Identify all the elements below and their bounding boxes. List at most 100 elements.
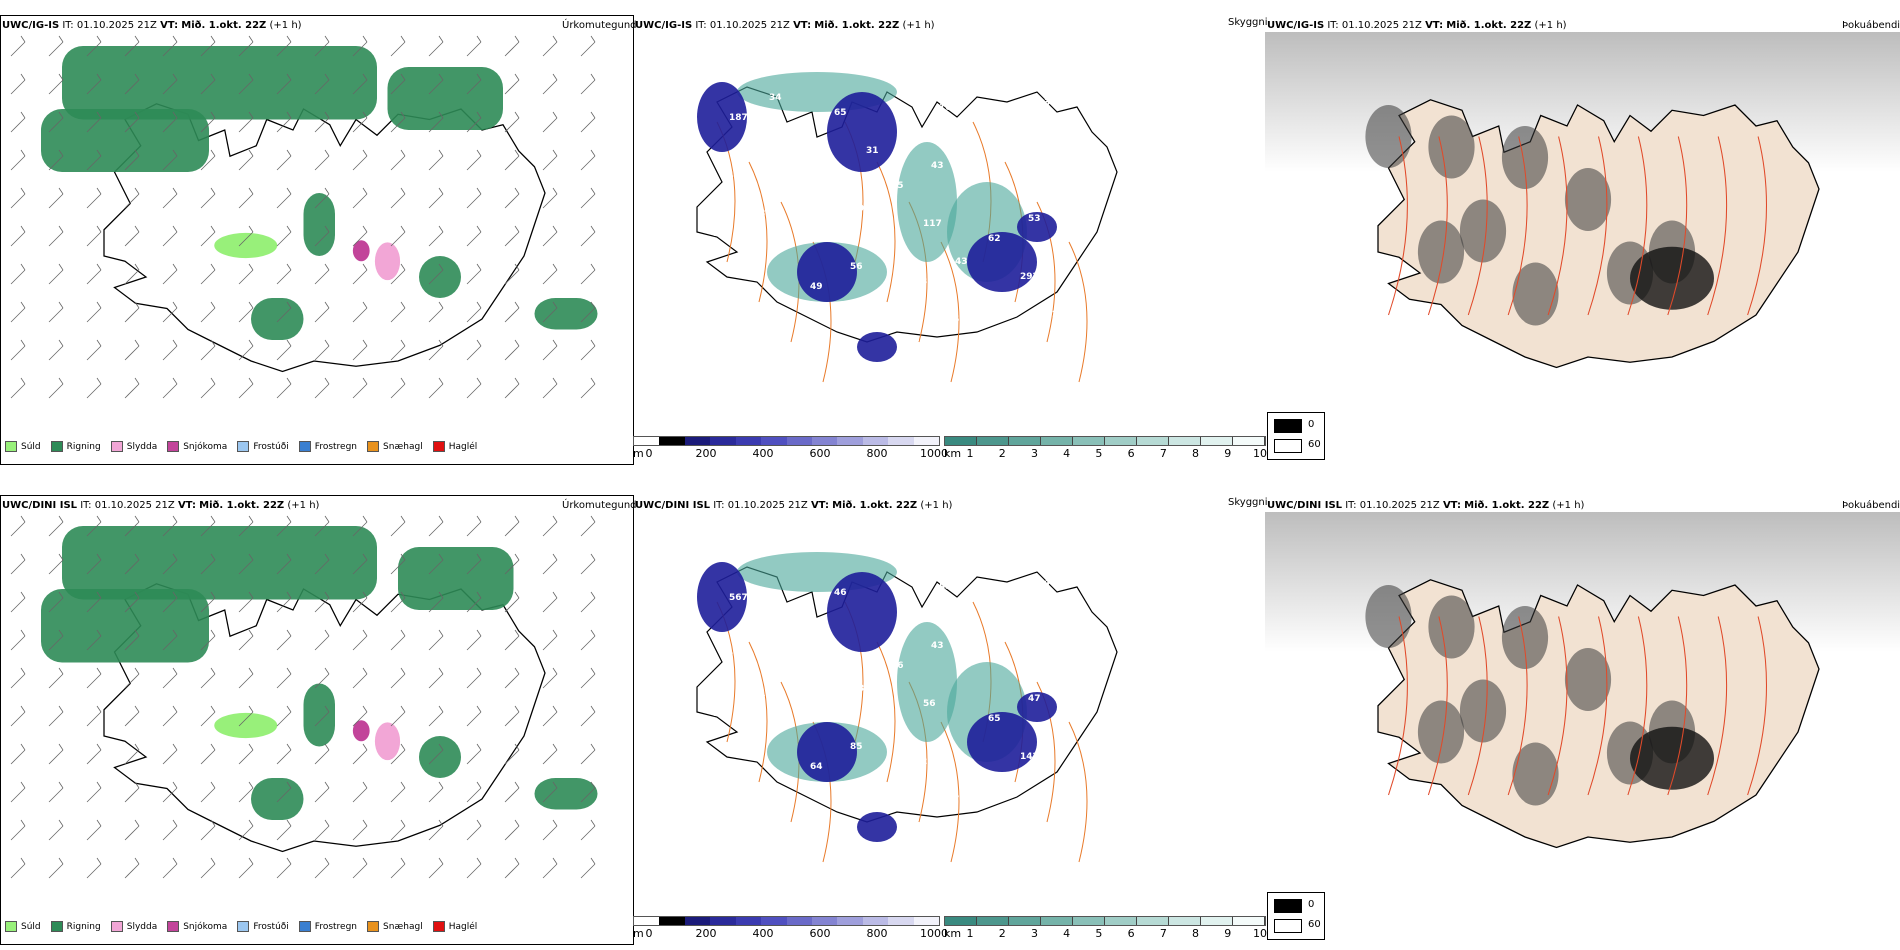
visibility-value-label: 61 (802, 340, 815, 350)
legend-swatch (50, 921, 63, 932)
visibility-value-label: 61 (761, 151, 774, 161)
cloud-tick: 4 (1063, 927, 1071, 940)
visibility-value-label: 142 (1020, 752, 1039, 762)
visibility-value-label: 85 (899, 123, 912, 133)
legend-item: Frostúði (237, 441, 289, 452)
height-tick: 600 (809, 927, 831, 940)
legend-item: Haglél (432, 921, 477, 932)
cloud-tick: 6 (1127, 927, 1135, 940)
visibility-value-label: 57 (745, 267, 758, 277)
visibility-value-label: 68 (794, 608, 807, 618)
visibility-value-label: 99 (996, 176, 1009, 186)
height-colorbar-row1: m 0 200 400 600 800 1000 (633, 436, 948, 460)
title-row2-mid: Skyggni (1228, 497, 1268, 508)
legend-item: Snæhagl (367, 921, 423, 932)
visibility-value-label: 94 (737, 805, 750, 815)
title-row1-left: Úrkomutegund (562, 20, 637, 31)
visibility-value-label: 46 (834, 588, 847, 598)
legend-swatch (110, 441, 123, 452)
legend-swatch (298, 921, 311, 932)
visibility-value-label: 43 (753, 209, 766, 219)
cloud-tick: 10 (1253, 927, 1267, 940)
visibility-value-label: 56 (802, 820, 815, 830)
cloud-tick: 9 (1224, 927, 1232, 940)
cloud-tick: 10 (1253, 447, 1267, 460)
visibility-value-label: 43 (955, 257, 968, 267)
visibility-value-label: 43 (931, 161, 944, 171)
header-row1-left: UWC/IG-IS IT: 01.10.2025 21Z VT: Mið. 1.… (2, 20, 302, 31)
visibility-value-label: 56 (923, 699, 936, 709)
legend-item: Súld (5, 921, 41, 932)
height-tick: 1000 (920, 927, 948, 940)
height-colorbar-row2: m 0 200 400 600 800 1000 (633, 916, 948, 940)
precip-type-map-row2: Súld Rigning Slydda Snjókoma Frostúði Frostre… (0, 495, 634, 945)
visibility-value-label: 38 (907, 335, 920, 345)
legend-item: Slydda (110, 921, 158, 932)
legend-label: Snjókoma (183, 441, 228, 452)
fog-map-row1 (1265, 32, 1900, 452)
visibility-map-graphic: 259 68 56 65 58 56 75 82 57 64 55 40 52 42 62 160 567 67 5… (696, 552, 1118, 863)
visibility-value-label: 57 (713, 709, 726, 719)
visibility-value-label: 37 (947, 795, 960, 805)
visibility-value-label: 223 (1012, 330, 1031, 340)
fog-map-graphic (1265, 512, 1900, 849)
legend-label: Slydda (126, 921, 158, 932)
legend-swatch (432, 921, 445, 932)
legend-item: Rigning (50, 441, 101, 452)
cloud-tick: 3 (1030, 927, 1038, 940)
cloud-unit: km (944, 927, 962, 940)
visibility-value-label: 65 (834, 108, 847, 118)
legend-swatch (367, 921, 380, 932)
visibility-value-label: 45 (947, 315, 960, 325)
legend-label: Frostregn (314, 921, 358, 932)
visibility-value-label: 31 (866, 146, 879, 156)
visibility-value-label: 56 (713, 229, 726, 239)
visibility-value-label: 57 (745, 747, 758, 757)
height-unit: m (633, 927, 644, 940)
height-tick: 1000 (920, 447, 948, 460)
legend-swatch (167, 441, 180, 452)
visibility-value-label: 34 (769, 93, 782, 103)
visibility-value-label: 117 (923, 219, 942, 229)
fog-legend-row2: 0 60 (1267, 892, 1325, 940)
height-unit: m (633, 447, 644, 460)
legend-item: Frostregn (298, 921, 358, 932)
legend-item: Snjókoma (167, 921, 227, 932)
visibility-map-row2: 259 68 56 65 58 56 75 82 57 64 55 40 52 42 62 160 567 67 5… (632, 512, 1232, 932)
visibility-value-label: 84 (842, 800, 855, 810)
header-row1-right: UWC/IG-IS IT: 01.10.2025 21Z VT: Mið. 1.… (1267, 20, 1567, 31)
precip-map-graphic (10, 515, 598, 879)
visibility-value-label: 44 (1004, 118, 1017, 128)
visibility-value-label: 363 (826, 166, 845, 176)
visibility-value-label: 40 (1004, 598, 1017, 608)
visibility-value-label: 160 (1012, 810, 1031, 820)
visibility-value-label: 72 (697, 75, 710, 85)
legend-label: Rigning (66, 921, 101, 932)
visibility-value-label: 93 (915, 277, 928, 287)
visibility-value-label: 47 (1028, 694, 1041, 704)
cloud-tick: 6 (1127, 447, 1135, 460)
legend-item: Snæhagl (367, 441, 423, 452)
height-tick: 400 (752, 447, 774, 460)
visibility-value-label: 54 (939, 583, 952, 593)
height-tick: 0 (645, 447, 653, 460)
visibility-value-label: 292 (1020, 272, 1039, 282)
header-row1-mid: UWC/IG-IS IT: 01.10.2025 21Z VT: Mið. 1.… (635, 20, 935, 31)
fog-map-row2 (1265, 512, 1900, 932)
visibility-value-label: 56 (891, 661, 904, 671)
visibility-value-label: 53 (1028, 214, 1041, 224)
visibility-value-label: 43 (931, 641, 944, 651)
visibility-value-label: 58 (705, 767, 718, 777)
legend-swatch (50, 441, 63, 452)
legend-swatch (167, 921, 180, 932)
cloud-tick: 7 (1159, 447, 1167, 460)
visibility-value-label: 49 (810, 282, 823, 292)
legend-swatch (237, 921, 250, 932)
visibility-value-label: 187 (729, 113, 748, 123)
visibility-value-label: 56 (850, 262, 863, 272)
legend-swatch (110, 921, 123, 932)
legend-label: Súld (21, 441, 41, 452)
visibility-value-label: 62 (988, 234, 1001, 244)
legend-label: Snæhagl (383, 921, 423, 932)
legend-item: Frostregn (298, 441, 357, 452)
